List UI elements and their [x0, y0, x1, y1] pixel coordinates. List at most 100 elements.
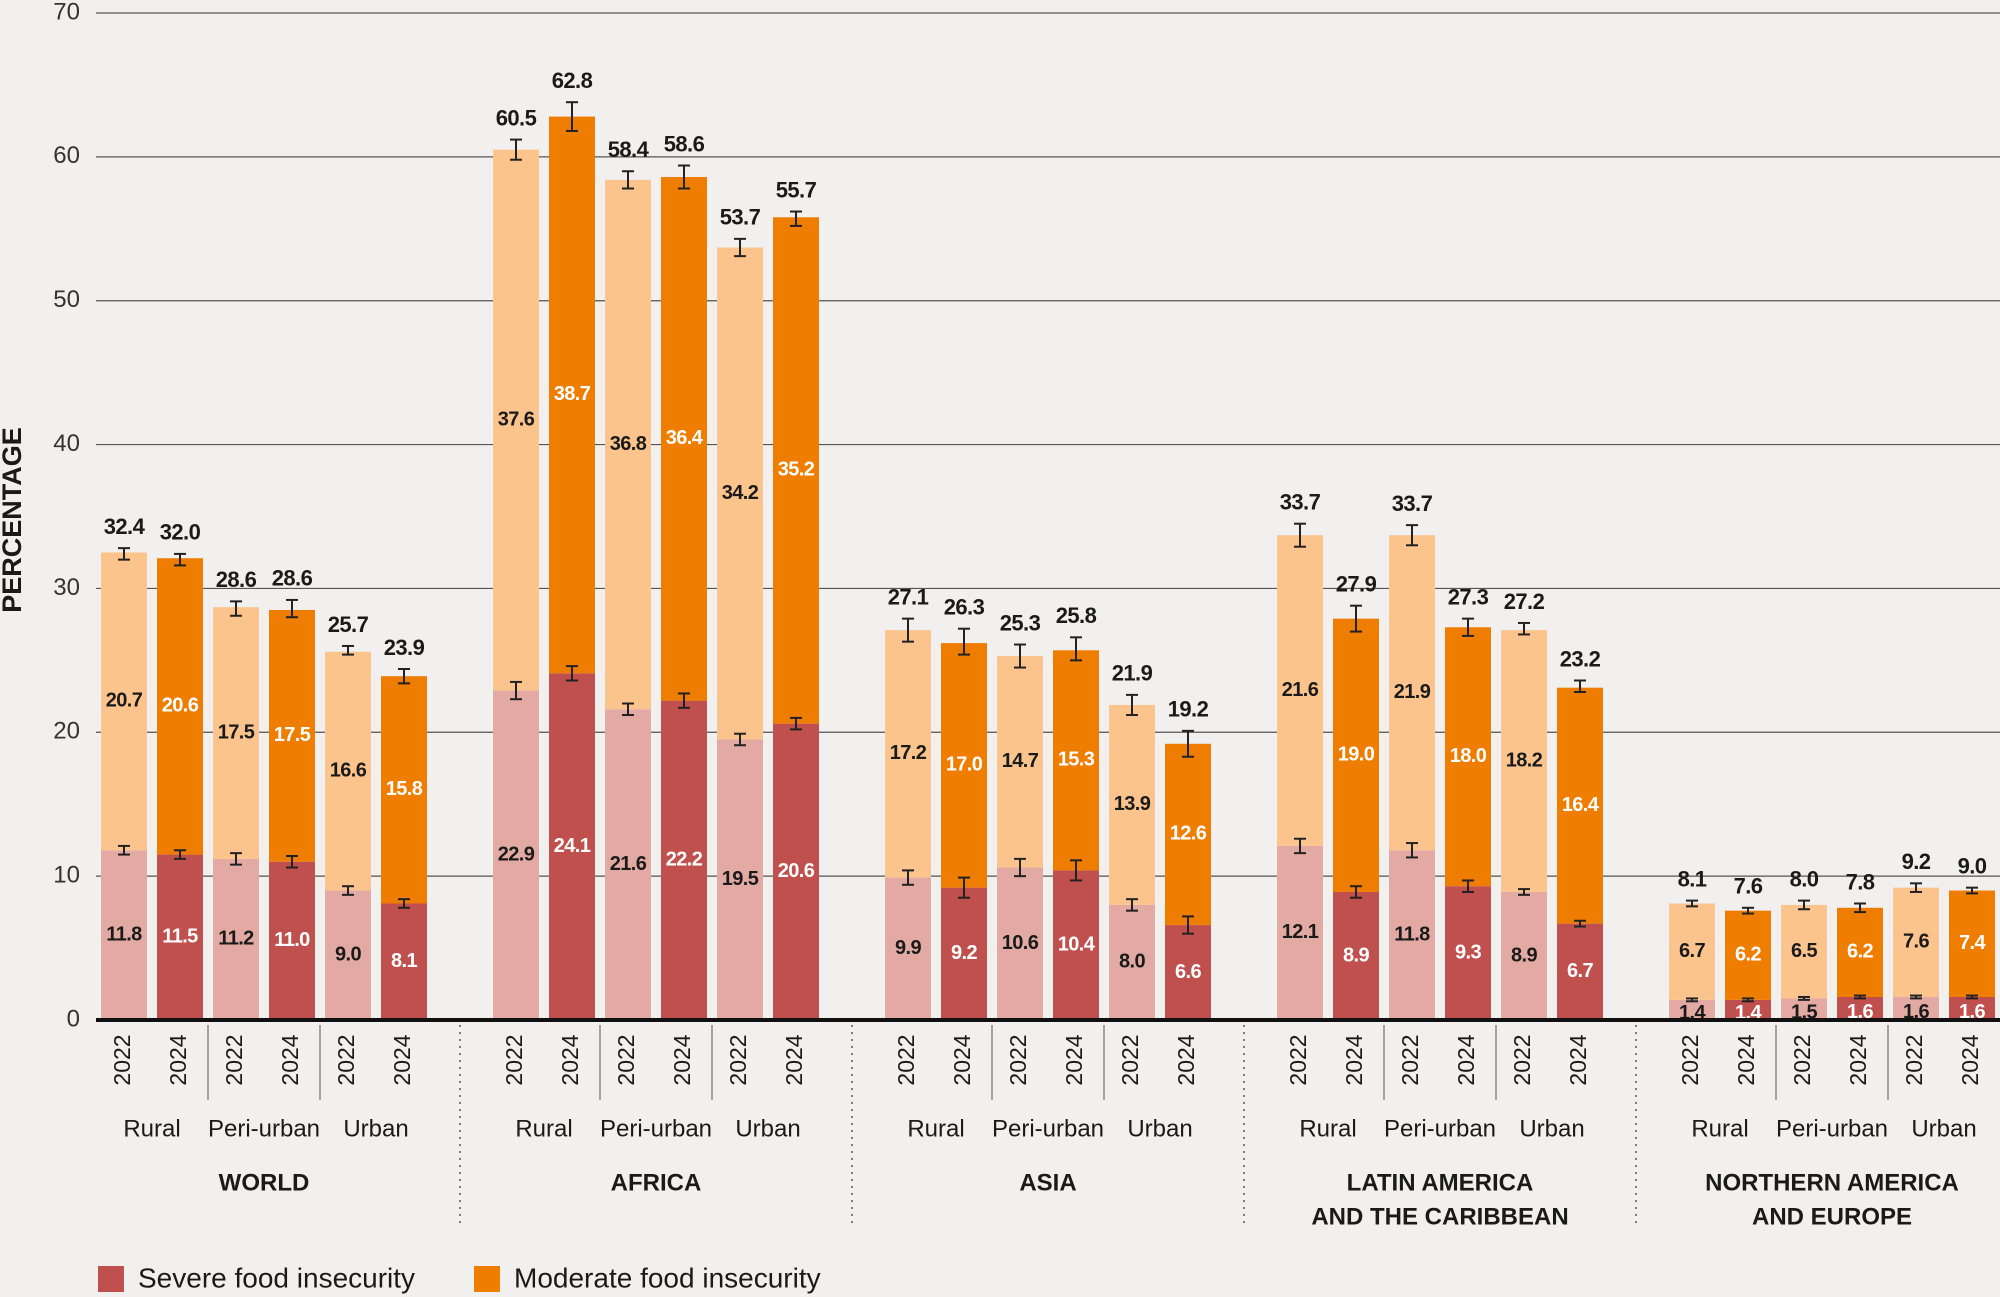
error-bar [1406, 842, 1418, 859]
x-tick-label: 2024 [1733, 1034, 1759, 1085]
error-bar [678, 692, 690, 709]
region-label: AND THE CARIBBEAN [1311, 1203, 1568, 1230]
x-tick-label: 2024 [1061, 1034, 1087, 1085]
x-tick-label: 2024 [1957, 1034, 1983, 1085]
bar-segment [213, 858, 259, 1020]
x-tick-label: 2024 [1565, 1034, 1591, 1085]
total-label: 27.1 [888, 584, 929, 609]
x-tick-label: 2022 [1005, 1034, 1031, 1085]
area-label: Urban [1127, 1115, 1192, 1142]
bar-segment [941, 643, 987, 888]
bar-segment [941, 887, 987, 1020]
error-bar [1574, 679, 1586, 694]
total-label: 27.9 [1336, 572, 1377, 597]
error-bar [1966, 886, 1978, 895]
value-label: 36.4 [666, 427, 704, 449]
x-tick-label: 2024 [165, 1034, 191, 1085]
bar-segment [1725, 999, 1771, 1020]
x-tick-label: 2024 [781, 1034, 807, 1085]
value-label: 17.5 [218, 721, 255, 743]
bar-segment [717, 247, 763, 740]
total-label: 23.2 [1560, 646, 1601, 671]
value-label: 14.7 [1002, 750, 1039, 772]
region-label: LATIN AMERICA [1347, 1169, 1534, 1196]
bar-segment [213, 607, 259, 859]
bar-segment [1501, 891, 1547, 1020]
y-axis-title: PERCENTAGE [0, 427, 27, 613]
value-label: 1.6 [1959, 1001, 1985, 1023]
total-label: 60.5 [496, 105, 537, 130]
bar-segment [1949, 890, 1995, 997]
total-label: 26.3 [944, 595, 985, 620]
total-label: 28.6 [272, 566, 313, 591]
value-label: 19.5 [722, 868, 759, 890]
bar-segment [1277, 535, 1323, 846]
value-label: 9.2 [951, 942, 977, 964]
bar-segment [1445, 886, 1491, 1020]
region-label: AND EUROPE [1752, 1203, 1912, 1230]
error-bar [1910, 994, 1922, 1000]
error-bar [1742, 906, 1754, 915]
value-label: 17.0 [946, 754, 983, 776]
error-bar [1854, 902, 1866, 914]
error-bar [1014, 643, 1026, 669]
bar-segment [1781, 904, 1827, 999]
value-label: 7.6 [1903, 931, 1929, 953]
area-label: Peri-urban [992, 1115, 1104, 1142]
bar-segment [1837, 907, 1883, 997]
error-bar [342, 644, 354, 656]
bar-segment [773, 723, 819, 1020]
bar-segment [1389, 535, 1435, 851]
legend-label: Severe food insecurity [138, 1262, 415, 1293]
bar-segment [493, 690, 539, 1020]
value-label: 11.8 [106, 923, 142, 945]
x-tick-label: 2022 [1677, 1034, 1703, 1085]
bar-segment [885, 877, 931, 1020]
y-tick-label: 70 [53, 0, 80, 25]
error-bar [958, 876, 970, 899]
bar-segment [1837, 996, 1883, 1020]
value-label: 6.2 [1735, 944, 1761, 966]
x-tick-label: 2022 [1509, 1034, 1535, 1085]
value-label: 17.5 [274, 724, 311, 746]
legend-label: Moderate food insecurity [514, 1262, 821, 1293]
region-label: NORTHERN AMERICA [1705, 1169, 1959, 1196]
bar-segment [381, 676, 427, 904]
total-label: 33.7 [1392, 491, 1433, 516]
error-bar [1518, 621, 1530, 636]
y-tick-label: 0 [67, 1005, 80, 1032]
area-label: Urban [1519, 1115, 1584, 1142]
bar-segment [661, 176, 707, 701]
x-tick-label: 2024 [1173, 1034, 1199, 1085]
value-label: 11.0 [274, 929, 310, 951]
area-label: Peri-urban [208, 1115, 320, 1142]
error-bar [398, 898, 410, 909]
area-label: Rural [515, 1115, 572, 1142]
total-label: 19.2 [1168, 697, 1209, 722]
y-tick-label: 50 [53, 286, 80, 313]
x-tick-label: 2022 [725, 1034, 751, 1085]
value-label: 15.3 [1058, 749, 1095, 771]
area-label: Urban [735, 1115, 800, 1142]
bar-segment [661, 700, 707, 1020]
x-tick-label: 2024 [949, 1034, 975, 1085]
x-tick-label: 2022 [1285, 1034, 1311, 1085]
error-bar [342, 885, 354, 896]
value-label: 6.2 [1847, 941, 1873, 963]
error-bar [1014, 857, 1026, 878]
y-tick-label: 60 [53, 142, 80, 169]
y-tick-label: 30 [53, 574, 80, 601]
bar-segment [1053, 870, 1099, 1020]
error-bar [566, 101, 578, 132]
value-label: 21.6 [610, 853, 647, 875]
value-label: 6.5 [1791, 940, 1817, 962]
y-tick-label: 10 [53, 861, 80, 888]
bar-segment [885, 630, 931, 878]
bar-segment [157, 854, 203, 1020]
error-bar [510, 138, 522, 161]
error-bar [1686, 899, 1698, 908]
error-bar [1126, 693, 1138, 717]
area-label: Rural [123, 1115, 180, 1142]
value-label: 11.5 [162, 926, 198, 948]
